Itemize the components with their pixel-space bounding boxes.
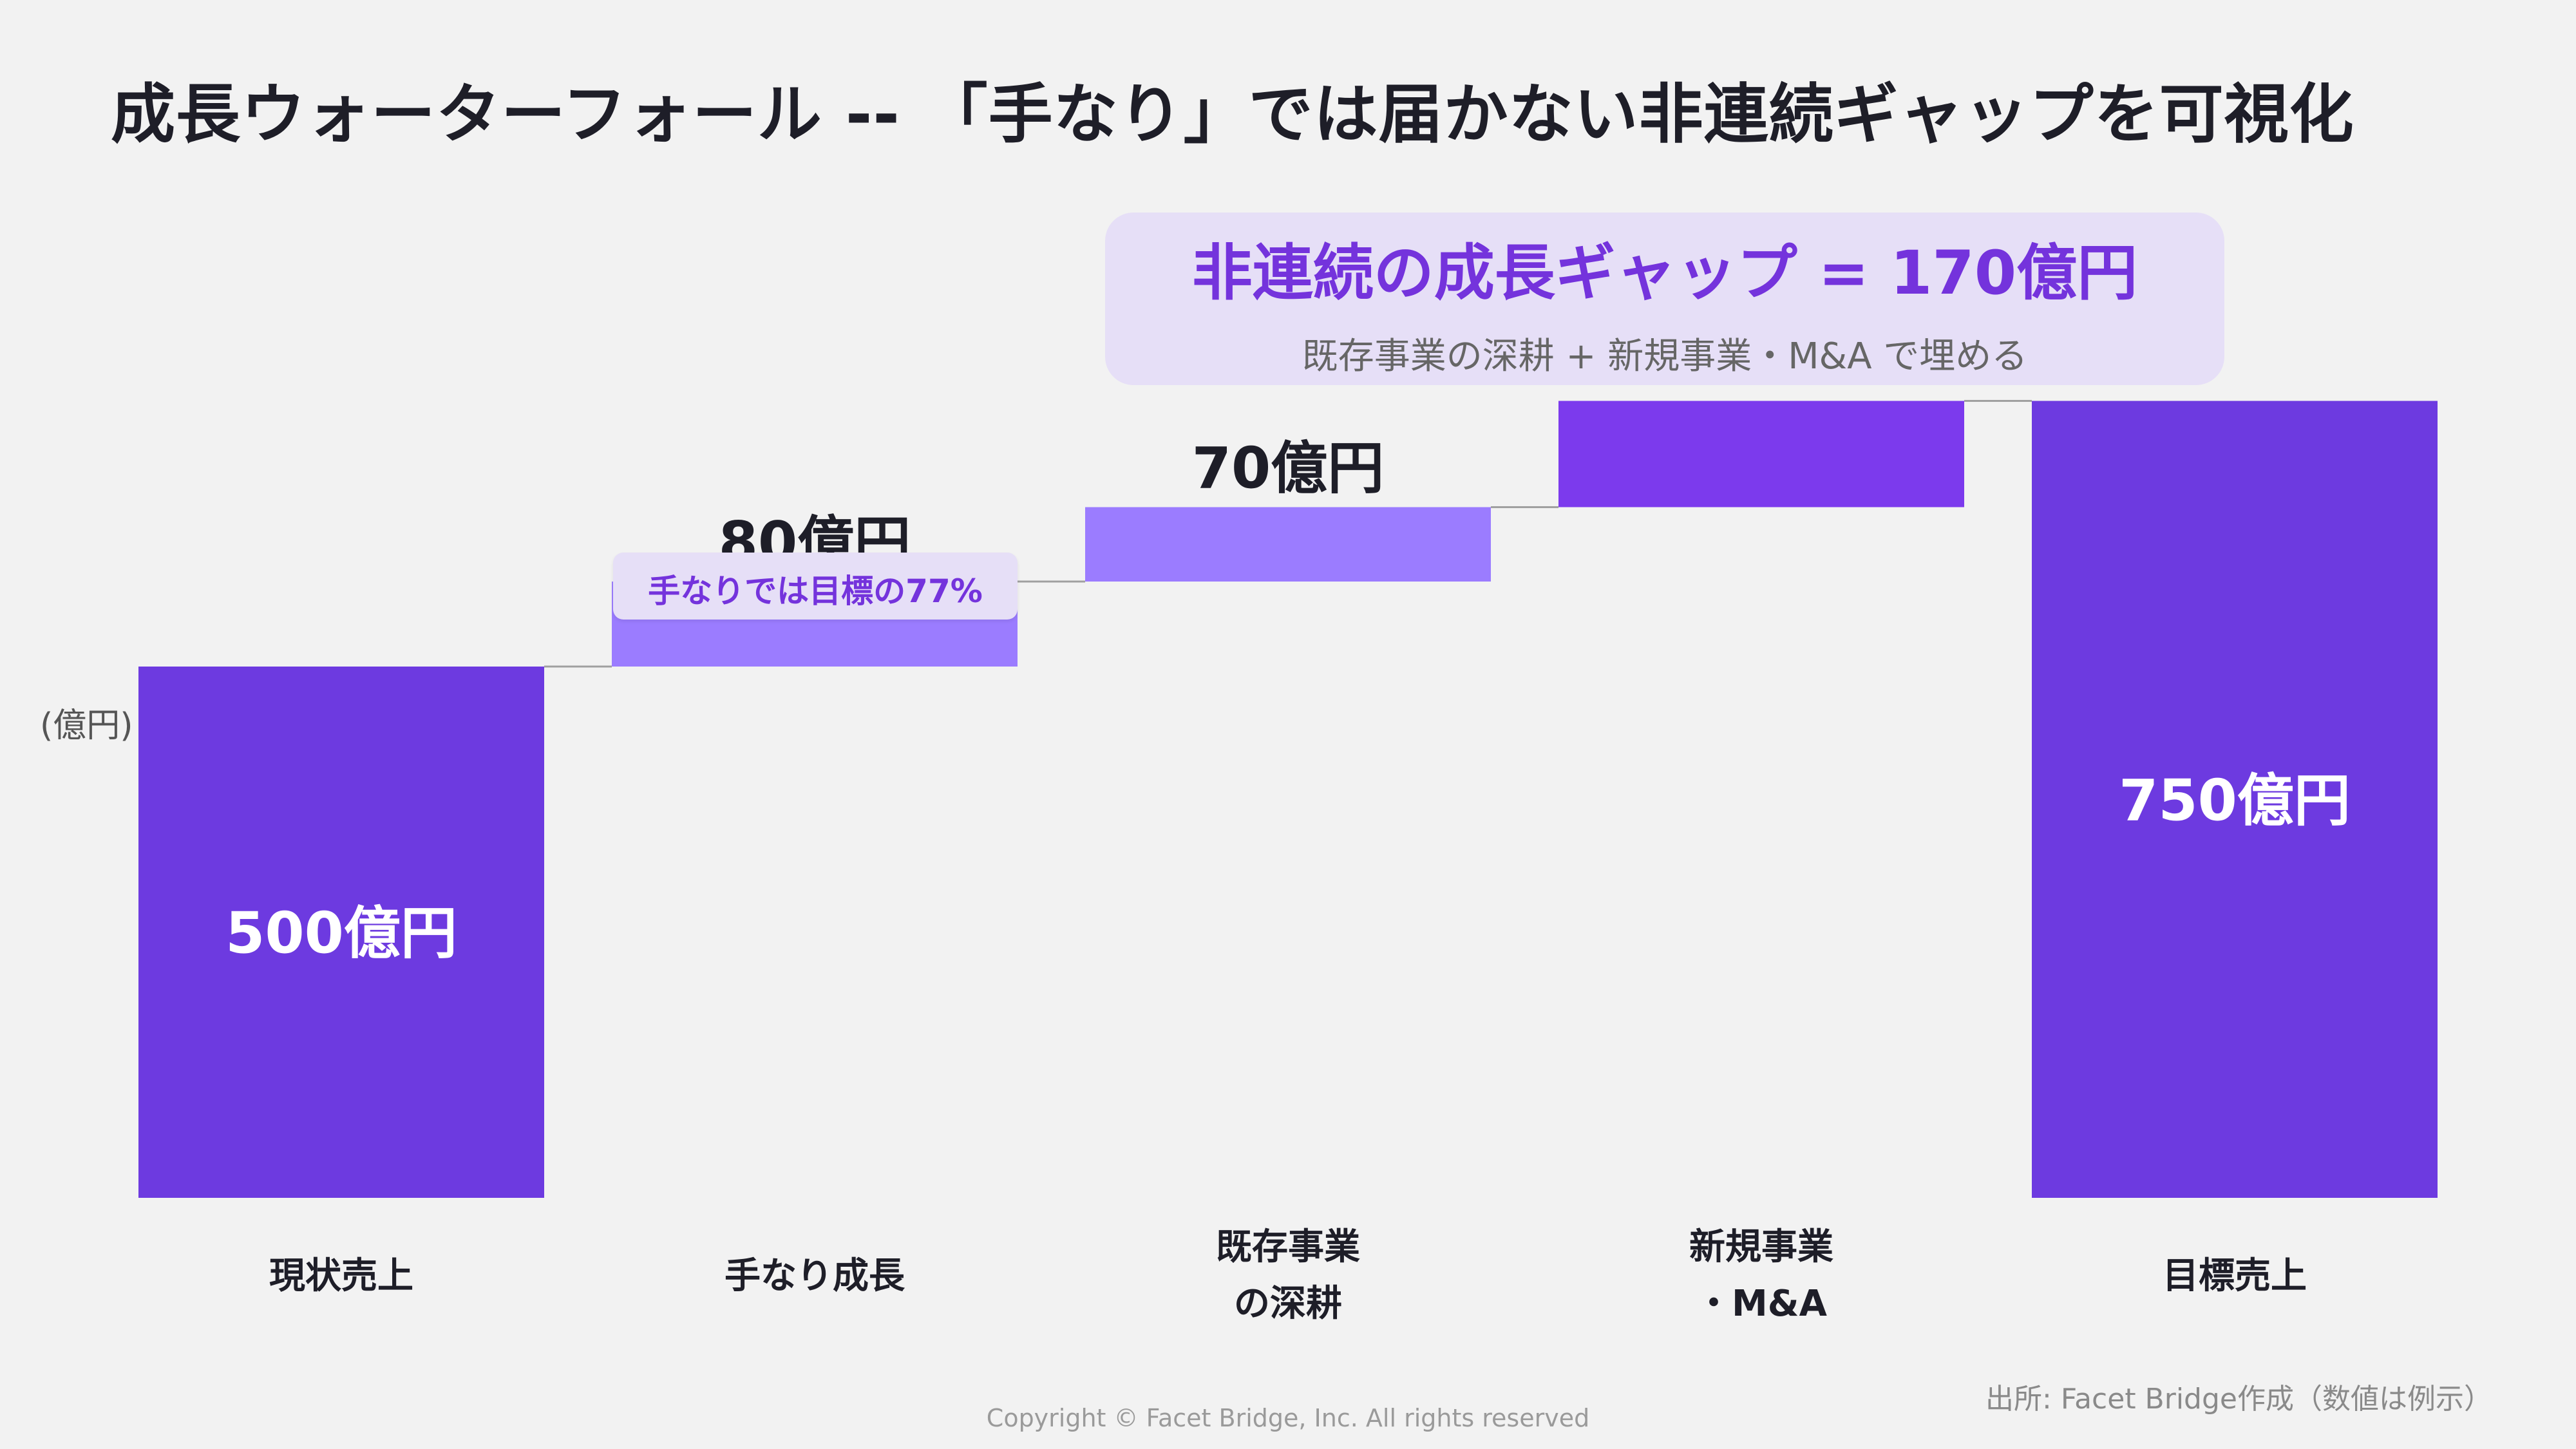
category-label-3-1: ・M&A xyxy=(1696,1283,1828,1325)
gap-callout-title: 非連続の成長ギャップ = 170億円 xyxy=(1191,238,2138,308)
data-label-4: 750億円 xyxy=(2119,767,2351,833)
y-axis-unit-label: (億円) xyxy=(40,706,133,745)
category-label-3-0: 新規事業 xyxy=(1689,1226,1833,1268)
data-label-2: 70億円 xyxy=(1192,435,1384,502)
copyright-footer: Copyright © Facet Bridge, Inc. All right… xyxy=(986,1404,1590,1432)
slide-title: 成長ウォーターフォール -- 「手なり」では届かない非連続ギャップを可視化 xyxy=(111,77,2354,152)
category-label-2-1: の深耕 xyxy=(1234,1283,1342,1325)
source-note: 出所: Facet Bridge作成（数値は例示） xyxy=(1985,1383,2492,1416)
data-label-0: 500億円 xyxy=(225,900,457,967)
organic-growth-annotation: 手なりでは目標の77% xyxy=(613,553,1018,620)
gap-callout-box: 非連続の成長ギャップ = 170億円 既存事業の深耕 + 新規事業・M&A で埋… xyxy=(1105,213,2224,385)
organic-growth-annotation-text: 手なりでは目標の77% xyxy=(648,573,983,610)
category-label-2-0: 既存事業 xyxy=(1216,1226,1360,1268)
bar-4 xyxy=(2032,401,2438,1198)
bar-3 xyxy=(1558,401,1964,507)
gap-callout-subtitle: 既存事業の深耕 + 新規事業・M&A で埋める xyxy=(1302,336,2028,377)
bar-0 xyxy=(138,667,544,1198)
category-label-0-0: 現状売上 xyxy=(269,1255,413,1297)
category-label-4-0: 目標売上 xyxy=(2163,1255,2307,1297)
bar-2 xyxy=(1085,507,1491,582)
category-label-1-0: 手なり成長 xyxy=(724,1255,905,1297)
